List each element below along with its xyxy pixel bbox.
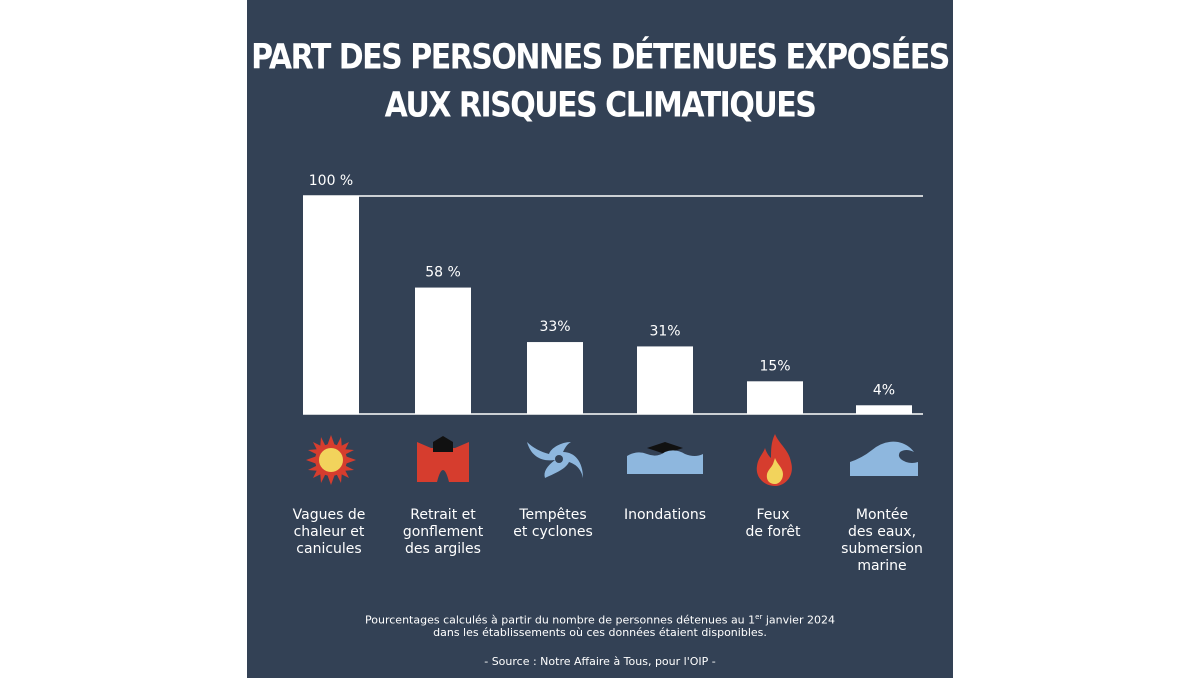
sun-icon: [306, 435, 356, 485]
chart-title-line-1: PART DES PERSONNES DÉTENUES EXPOSÉES: [251, 37, 950, 78]
bar-0: [303, 196, 359, 414]
chart-title-line-2: AUX RISQUES CLIMATIQUES: [384, 85, 817, 126]
flood-icon: [627, 442, 703, 474]
cyclone-icon: [527, 442, 583, 478]
fire-icon: [756, 434, 792, 486]
footnote-line-1: Pourcentages calculés à partir du nombre…: [247, 610, 953, 628]
footnote-line-2: dans les établissements où ces données é…: [433, 626, 767, 639]
bar-value-label-4: 15%: [759, 358, 790, 374]
category-label-fires: Feux de forêt: [745, 507, 801, 540]
category-label-sea-rise: Montée des eaux, submersion marine: [841, 507, 923, 574]
bar-2: [527, 342, 583, 414]
bar-value-label-0: 100 %: [309, 173, 353, 189]
footnote-text: Pourcentages calculés à partir du nombre…: [365, 613, 756, 627]
chart-panel: PART DES PERSONNES DÉTENUES EXPOSÉES AUX…: [247, 0, 953, 678]
cracked-ground-icon: [417, 436, 469, 482]
wave-icon: [850, 441, 918, 476]
bar-chart: 100 % 58 % 33% 31% 15% 4%: [303, 173, 923, 415]
category-label-storms: Tempêtes et cyclones: [513, 507, 593, 540]
bar-3: [637, 346, 693, 414]
footnote-superscript: er: [755, 613, 763, 621]
bar-1: [415, 287, 471, 414]
bar-value-label-1: 58 %: [425, 265, 461, 281]
category-label-floods: Inondations: [623, 507, 707, 523]
footnote-date: janvier 2024: [762, 613, 835, 627]
bar-value-label-2: 33%: [539, 319, 570, 335]
category-label-heat: Vagues de chaleur et canicules: [292, 507, 366, 557]
source-line: - Source : Notre Affaire à Tous, pour l'…: [484, 655, 716, 668]
bar-value-label-3: 31%: [649, 323, 680, 339]
category-label-clay: Retrait et gonflement des argiles: [402, 507, 484, 557]
bar-4: [747, 381, 803, 414]
bar-value-label-5: 4%: [873, 382, 895, 398]
bar-5: [856, 405, 912, 414]
